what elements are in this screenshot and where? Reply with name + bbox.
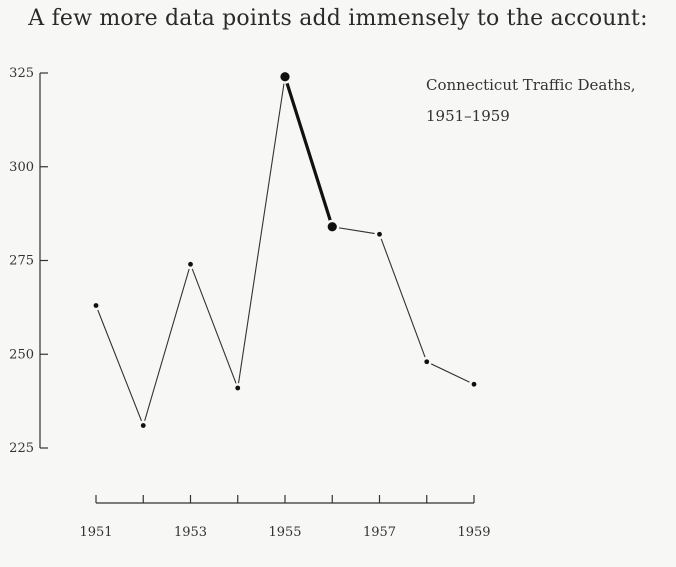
highlight-line — [283, 75, 334, 229]
x-tick-label: 1953 — [174, 525, 207, 540]
y-tick-label: 325 — [9, 66, 34, 81]
data-point — [235, 385, 241, 391]
series-polyline — [95, 76, 475, 428]
data-point — [377, 231, 382, 237]
highlight-segment — [283, 75, 334, 229]
chart-title: Connecticut Traffic Deaths, — [426, 76, 636, 94]
data-point — [93, 303, 99, 308]
page-caption: A few more data points add immensely to … — [28, 6, 648, 31]
data-points — [91, 69, 479, 431]
chart-subtitle: 1951–1959 — [426, 107, 510, 125]
y-tick-label: 225 — [9, 441, 34, 456]
y-tick-label: 300 — [9, 160, 34, 175]
x-tick-label: 1951 — [79, 525, 112, 540]
x-tick-label: 1959 — [457, 525, 490, 540]
data-point — [471, 381, 477, 387]
y-tick-label: 250 — [9, 347, 34, 362]
series-line — [95, 76, 475, 428]
x-tick-label: 1955 — [268, 525, 301, 540]
data-point — [327, 222, 337, 232]
y-axis: 225 250 275 300 325 — [9, 66, 48, 456]
data-point — [424, 359, 430, 365]
x-tick-label: 1957 — [363, 525, 396, 540]
y-tick-label: 275 — [9, 254, 34, 269]
x-axis: 1951 1953 1955 1957 1959 — [79, 495, 491, 540]
data-point — [140, 423, 146, 428]
data-point — [280, 72, 290, 82]
data-point — [188, 261, 193, 267]
